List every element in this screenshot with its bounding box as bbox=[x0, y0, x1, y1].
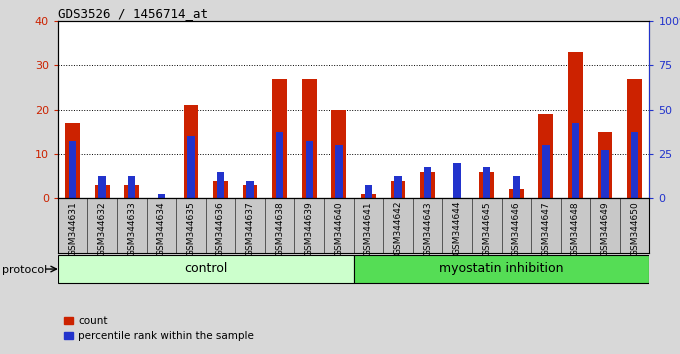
Bar bbox=[331, 110, 346, 198]
Bar bbox=[243, 185, 258, 198]
Bar bbox=[483, 167, 490, 198]
Bar bbox=[305, 141, 313, 198]
Text: GSM344642: GSM344642 bbox=[394, 201, 403, 256]
Bar bbox=[513, 176, 520, 198]
Text: GSM344648: GSM344648 bbox=[571, 201, 580, 256]
Text: GSM344647: GSM344647 bbox=[541, 201, 550, 256]
Bar bbox=[302, 79, 317, 198]
Text: GSM344638: GSM344638 bbox=[275, 201, 284, 256]
Bar bbox=[246, 181, 254, 198]
Text: GSM344632: GSM344632 bbox=[98, 201, 107, 256]
Text: GSM344643: GSM344643 bbox=[423, 201, 432, 256]
Text: GSM344649: GSM344649 bbox=[600, 201, 609, 256]
Bar bbox=[572, 123, 579, 198]
Bar bbox=[631, 132, 639, 198]
Text: GSM344645: GSM344645 bbox=[482, 201, 491, 256]
Bar bbox=[601, 149, 609, 198]
Bar bbox=[69, 141, 76, 198]
Bar bbox=[184, 105, 199, 198]
Bar bbox=[187, 136, 194, 198]
Text: GSM344644: GSM344644 bbox=[453, 201, 462, 256]
Bar bbox=[158, 194, 165, 198]
Text: GDS3526 / 1456714_at: GDS3526 / 1456714_at bbox=[58, 7, 208, 20]
Bar bbox=[539, 114, 554, 198]
Text: protocol: protocol bbox=[2, 265, 48, 275]
Bar bbox=[124, 185, 139, 198]
Text: GSM344637: GSM344637 bbox=[245, 201, 254, 256]
Bar bbox=[213, 181, 228, 198]
Bar bbox=[272, 79, 287, 198]
FancyBboxPatch shape bbox=[58, 255, 354, 283]
Text: control: control bbox=[184, 262, 227, 275]
Bar bbox=[509, 189, 524, 198]
Bar bbox=[95, 185, 109, 198]
Text: GSM344634: GSM344634 bbox=[157, 201, 166, 256]
Bar bbox=[627, 79, 642, 198]
Bar bbox=[99, 176, 106, 198]
Bar bbox=[394, 176, 402, 198]
Bar bbox=[424, 167, 431, 198]
Legend: count, percentile rank within the sample: count, percentile rank within the sample bbox=[60, 312, 258, 345]
Text: GSM344636: GSM344636 bbox=[216, 201, 225, 256]
Bar bbox=[335, 145, 343, 198]
Bar bbox=[568, 52, 583, 198]
Text: GSM344631: GSM344631 bbox=[68, 201, 77, 256]
Bar bbox=[390, 181, 405, 198]
Bar bbox=[361, 194, 376, 198]
Text: GSM344640: GSM344640 bbox=[335, 201, 343, 256]
Text: myostatin inhibition: myostatin inhibition bbox=[439, 262, 564, 275]
Text: GSM344641: GSM344641 bbox=[364, 201, 373, 256]
Bar bbox=[598, 132, 613, 198]
Bar bbox=[364, 185, 372, 198]
Bar bbox=[542, 145, 549, 198]
Text: GSM344635: GSM344635 bbox=[186, 201, 195, 256]
Text: GSM344650: GSM344650 bbox=[630, 201, 639, 256]
Bar bbox=[479, 172, 494, 198]
Bar bbox=[420, 172, 435, 198]
Bar bbox=[454, 163, 461, 198]
Text: GSM344639: GSM344639 bbox=[305, 201, 313, 256]
Bar bbox=[276, 132, 284, 198]
Bar bbox=[128, 176, 135, 198]
Bar bbox=[65, 123, 80, 198]
Bar bbox=[217, 172, 224, 198]
Text: GSM344633: GSM344633 bbox=[127, 201, 136, 256]
Text: GSM344646: GSM344646 bbox=[512, 201, 521, 256]
FancyBboxPatch shape bbox=[354, 255, 649, 283]
